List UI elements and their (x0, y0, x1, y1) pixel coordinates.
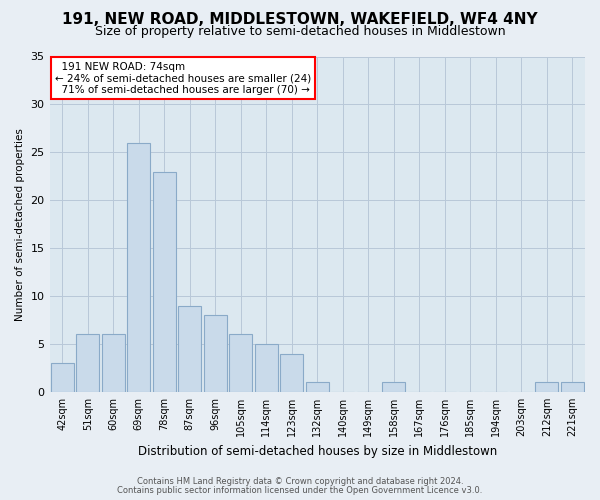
Bar (561, 382, 584, 392)
Text: 191, NEW ROAD, MIDDLESTOWN, WAKEFIELD, WF4 4NY: 191, NEW ROAD, MIDDLESTOWN, WAKEFIELD, W… (62, 12, 538, 28)
Text: Contains HM Land Registry data © Crown copyright and database right 2024.: Contains HM Land Registry data © Crown c… (137, 477, 463, 486)
Text: 191 NEW ROAD: 74sqm
← 24% of semi-detached houses are smaller (24)
  71% of semi: 191 NEW ROAD: 74sqm ← 24% of semi-detach… (55, 62, 311, 94)
X-axis label: Distribution of semi-detached houses by size in Middlestown: Distribution of semi-detached houses by … (137, 444, 497, 458)
Text: Size of property relative to semi-detached houses in Middlestown: Size of property relative to semi-detach… (95, 25, 505, 38)
Y-axis label: Number of semi-detached properties: Number of semi-detached properties (15, 128, 25, 320)
Bar (127, 143, 150, 392)
Bar (280, 354, 303, 392)
Bar (102, 334, 125, 392)
Bar (535, 382, 558, 392)
Bar (76, 334, 99, 392)
Bar (229, 334, 252, 392)
Bar (153, 172, 176, 392)
Bar (382, 382, 405, 392)
Bar (255, 344, 278, 392)
Bar (306, 382, 329, 392)
Bar (51, 363, 74, 392)
Text: Contains public sector information licensed under the Open Government Licence v3: Contains public sector information licen… (118, 486, 482, 495)
Bar (204, 316, 227, 392)
Bar (178, 306, 201, 392)
